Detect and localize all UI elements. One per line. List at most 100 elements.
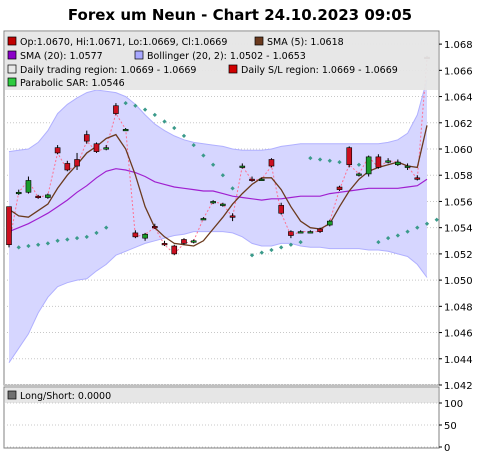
plot-layer (4, 43, 439, 385)
legend-swatch (254, 36, 264, 46)
y-tick-label: 1.044 (444, 355, 473, 366)
y-tick-label: 1.064 (444, 93, 473, 104)
sar-dot (16, 245, 21, 250)
legend-swatch (7, 50, 17, 60)
candle-body (317, 228, 323, 232)
candle-body (161, 243, 168, 246)
legend-swatch (7, 36, 17, 46)
sar-dot (434, 217, 439, 222)
legend-background (5, 32, 438, 90)
candle-body (142, 233, 148, 239)
legend-label: Daily trading region: 1.0669 - 1.0669 (20, 65, 196, 76)
candle-body (181, 239, 187, 244)
sar-dot (191, 142, 196, 148)
candle-body (268, 159, 275, 167)
candle-body (297, 231, 304, 234)
sar-dot (201, 153, 206, 158)
candle-body (375, 156, 382, 168)
candle-body (171, 245, 178, 255)
candle-body (132, 232, 139, 238)
candle-body (356, 173, 362, 176)
legend-swatch (7, 64, 17, 74)
candle-body (249, 178, 255, 181)
candle-body (6, 206, 12, 246)
legend-label: Bollinger (20, 2): 1.0502 - 1.0653 (147, 51, 306, 62)
lower-y-tick-label: 0 (444, 443, 450, 454)
y-tick-label: 1.048 (444, 302, 473, 313)
sar-dot (133, 103, 138, 108)
candle-body (307, 231, 314, 234)
sar-dot (317, 157, 323, 162)
legend-swatch (7, 77, 17, 87)
sar-dot (94, 230, 99, 236)
sar-dot (395, 233, 400, 238)
candle-body (113, 105, 119, 114)
sar-dot (65, 237, 70, 242)
sar-dot (152, 112, 157, 118)
close-connector (8, 58, 428, 255)
lower-legend-background (5, 388, 438, 403)
legend: Op:1.0670, Hi:1.0671, Lo:1.0669, Cl:1.06… (5, 32, 438, 90)
sar-dot (308, 156, 313, 161)
bollinger-band (9, 79, 427, 363)
sar-dot (385, 236, 391, 241)
candle-body (336, 186, 343, 190)
sar-dot (84, 234, 89, 239)
candle-body (64, 163, 71, 171)
lower-y-tick-label: 50 (444, 421, 457, 432)
legend-label: SMA (5): 1.0618 (267, 37, 344, 48)
lower-legend-swatch (7, 390, 17, 400)
sar-dot (104, 225, 109, 230)
legend-label: SMA (20): 1.0577 (20, 51, 103, 62)
price-panel: 1.042 1.044 1.046 1.048 1.050 1.052 1.054 1.056… (3, 30, 473, 392)
y-tick-label: 1.056 (444, 197, 473, 208)
sar-dot (327, 158, 332, 163)
sar-dot (26, 243, 31, 249)
sar-dot (269, 247, 274, 253)
sar-dot (249, 253, 255, 258)
legend-label: Op:1.0670, Hi:1.0671, Lo:1.0669, Cl:1.06… (20, 37, 227, 48)
candle-body (288, 231, 294, 236)
candle-body (365, 156, 372, 175)
sar-dot (356, 162, 362, 167)
candle-body (229, 215, 236, 218)
sar-dot (415, 225, 420, 230)
legend-swatch (228, 64, 238, 74)
candle-body (152, 226, 158, 229)
candle-body (200, 218, 207, 221)
sar-dot (162, 119, 167, 124)
y-tick-label: 1.042 (444, 381, 473, 392)
y-tick-label: 1.050 (444, 276, 473, 287)
sar-dot (337, 159, 342, 165)
sar-dot (424, 221, 430, 226)
y-tick-label: 1.058 (444, 171, 473, 182)
sar-dot (36, 242, 41, 247)
candle-body (35, 195, 41, 198)
y-tick-label: 1.066 (444, 66, 473, 77)
long-short-panel: Long/Short: 0.0000 0 50 100 (3, 386, 463, 454)
sar-dot (142, 107, 148, 112)
candle-body (210, 201, 216, 204)
sar-dot (288, 242, 294, 247)
lower-y-tick-label: 100 (444, 399, 463, 410)
candle-body (346, 147, 353, 166)
candle-body (258, 178, 265, 181)
candle-body (404, 165, 411, 168)
chart-title: Forex um Neun - Chart 24.10.2023 09:05 (68, 6, 412, 24)
candle-body (25, 180, 32, 193)
candle-body (190, 240, 197, 243)
candle-body (45, 194, 51, 198)
candle-body (93, 143, 100, 152)
sar-dot (259, 250, 264, 255)
sar-dot (181, 133, 187, 139)
sar-dot (123, 100, 128, 106)
sar-dot (74, 236, 80, 241)
legend-swatch (134, 50, 144, 60)
lower-legend-label: Long/Short: 0.0000 (20, 391, 111, 402)
sar-dot (55, 238, 60, 243)
sar-dot (230, 186, 235, 191)
sar-dot (405, 229, 410, 234)
candle-body (54, 147, 61, 154)
bollinger-upper-line (8, 79, 428, 153)
